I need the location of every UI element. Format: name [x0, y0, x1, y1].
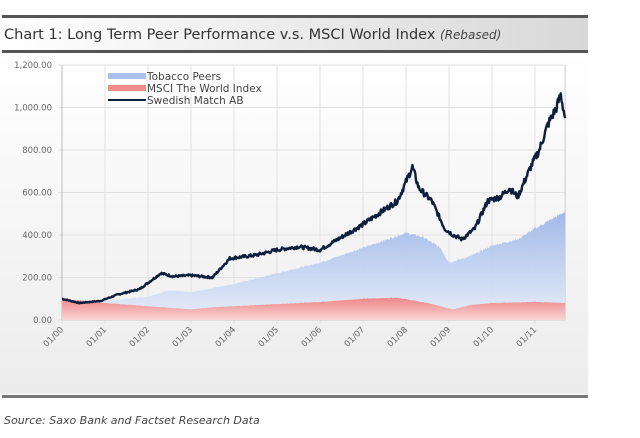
y-tick-label: 600.00 — [22, 189, 52, 199]
title-bar — [0, 15, 588, 52]
legend-label: MSCI The World Index — [147, 83, 262, 95]
chart-title-note: (Rebased) — [440, 28, 501, 42]
series-area-1 — [62, 297, 566, 320]
title-rule-bottom — [2, 50, 588, 53]
y-tick-label: 1,000.00 — [14, 104, 52, 114]
y-tick-label: 0.00 — [33, 316, 52, 326]
chart-background — [0, 54, 588, 394]
legend-swatch — [108, 73, 146, 79]
legend-label: Tobacco Peers — [146, 71, 221, 83]
series-line-2 — [61, 92, 567, 305]
source-rule — [2, 395, 588, 398]
series-area-0 — [62, 211, 566, 320]
source-note: Source: Saxo Bank and Factset Research D… — [4, 414, 260, 427]
y-tick-label: 800.00 — [22, 146, 52, 156]
y-tick-label: 1,200.00 — [14, 61, 52, 71]
title-rule-top — [2, 15, 588, 18]
y-tick-label: 400.00 — [22, 231, 52, 241]
legend-label: Swedish Match AB — [147, 95, 244, 107]
legend-swatch — [108, 85, 146, 91]
chart-title: Chart 1: Long Term Peer Performance v.s.… — [4, 27, 501, 43]
y-tick-label: 200.00 — [22, 274, 52, 284]
